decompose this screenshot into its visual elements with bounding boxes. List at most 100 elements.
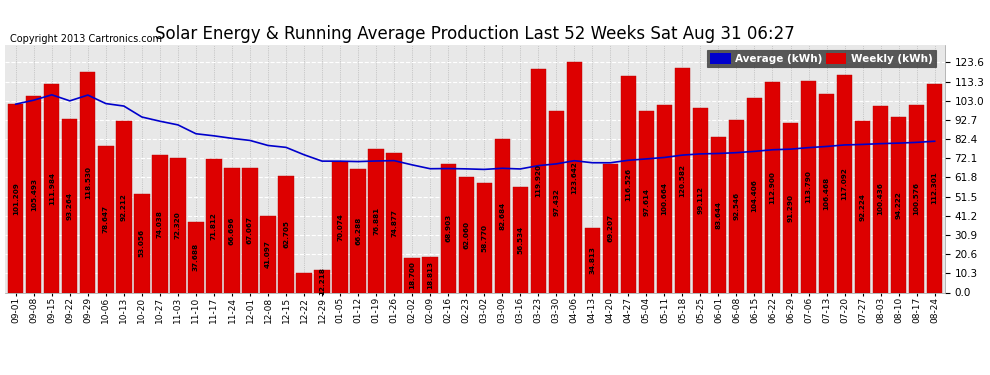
Bar (278, 176, 294, 292)
Text: 100.436: 100.436 (877, 183, 884, 216)
Text: 34.813: 34.813 (589, 246, 595, 274)
Bar (639, 111, 654, 292)
Bar (603, 164, 618, 292)
Text: 123.642: 123.642 (571, 161, 577, 194)
Text: Copyright 2013 Cartronics.com: Copyright 2013 Cartronics.com (10, 34, 162, 44)
Text: 82.684: 82.684 (499, 201, 505, 229)
Bar (8, 104, 24, 292)
Bar (819, 94, 835, 292)
Text: 71.812: 71.812 (211, 212, 217, 240)
Bar (531, 69, 545, 292)
Text: 92.224: 92.224 (859, 193, 865, 220)
Text: 113.790: 113.790 (806, 170, 812, 203)
Text: 62.060: 62.060 (463, 221, 469, 249)
Text: 92.546: 92.546 (734, 192, 740, 220)
Bar (135, 194, 149, 292)
Bar (315, 270, 330, 292)
Text: 72.320: 72.320 (175, 211, 181, 239)
Bar (152, 155, 167, 292)
Bar (801, 81, 816, 292)
Text: 12.218: 12.218 (319, 267, 325, 295)
Bar (513, 187, 528, 292)
Text: 37.688: 37.688 (193, 243, 199, 272)
Text: 119.920: 119.920 (536, 164, 542, 197)
Title: Solar Energy & Running Average Production Last 52 Weeks Sat Aug 31 06:27: Solar Energy & Running Average Productio… (155, 26, 795, 44)
Bar (476, 183, 492, 292)
Text: 18.813: 18.813 (427, 261, 434, 289)
Bar (441, 164, 455, 292)
Bar (621, 76, 636, 292)
Text: 78.647: 78.647 (103, 206, 109, 233)
Bar (243, 168, 257, 292)
Bar (260, 216, 275, 292)
Text: 118.530: 118.530 (85, 166, 91, 199)
Bar (350, 169, 365, 292)
Bar (405, 258, 420, 292)
Bar (206, 159, 222, 292)
Legend: Average (kWh), Weekly (kWh): Average (kWh), Weekly (kWh) (707, 50, 936, 68)
Text: 58.770: 58.770 (481, 224, 487, 252)
Bar (225, 168, 240, 292)
Text: 53.056: 53.056 (139, 229, 145, 257)
Bar (296, 273, 312, 292)
Text: 101.209: 101.209 (13, 182, 19, 215)
Bar (333, 162, 347, 292)
Bar (458, 177, 474, 292)
Text: 69.207: 69.207 (607, 214, 614, 242)
Text: 100.576: 100.576 (914, 182, 920, 215)
Text: 41.097: 41.097 (265, 240, 271, 268)
Bar (656, 105, 672, 292)
Bar (566, 62, 582, 292)
Bar (891, 117, 906, 292)
Bar (873, 106, 888, 292)
Bar (62, 119, 77, 292)
Text: 74.877: 74.877 (391, 209, 397, 237)
Text: 67.067: 67.067 (247, 216, 253, 244)
Text: 66.696: 66.696 (229, 216, 235, 244)
Text: 100.664: 100.664 (661, 182, 667, 215)
Bar (909, 105, 925, 292)
Text: 111.984: 111.984 (49, 172, 54, 205)
Text: 117.092: 117.092 (842, 167, 847, 200)
Bar (693, 108, 708, 292)
Bar (585, 228, 600, 292)
Bar (711, 137, 726, 292)
Text: 70.074: 70.074 (337, 213, 344, 241)
Bar (855, 121, 870, 292)
Bar (765, 82, 780, 292)
Bar (927, 84, 942, 292)
Bar (746, 98, 762, 292)
Text: 120.582: 120.582 (679, 164, 685, 197)
Text: 97.432: 97.432 (553, 188, 559, 216)
Bar (80, 72, 95, 292)
Bar (386, 153, 402, 292)
Bar (783, 123, 798, 292)
Text: 74.038: 74.038 (156, 210, 163, 237)
Bar (98, 146, 114, 292)
Text: 76.881: 76.881 (373, 207, 379, 235)
Bar (26, 96, 42, 292)
Bar (45, 84, 59, 292)
Bar (495, 139, 510, 292)
Text: 93.264: 93.264 (66, 192, 73, 220)
Text: 83.644: 83.644 (716, 201, 722, 229)
Text: 105.493: 105.493 (31, 178, 37, 211)
Text: 91.290: 91.290 (787, 194, 794, 222)
Text: 92.212: 92.212 (121, 193, 127, 220)
Bar (368, 149, 384, 292)
Bar (675, 68, 690, 292)
Text: 62.705: 62.705 (283, 220, 289, 248)
Text: 66.288: 66.288 (355, 217, 361, 245)
Bar (729, 120, 744, 292)
Text: 18.700: 18.700 (409, 261, 415, 289)
Bar (188, 222, 204, 292)
Text: 112.900: 112.900 (769, 171, 775, 204)
Bar (837, 75, 852, 292)
Text: 94.222: 94.222 (896, 191, 902, 219)
Bar (423, 258, 438, 292)
Text: 116.526: 116.526 (626, 168, 632, 201)
Text: 68.903: 68.903 (446, 214, 451, 243)
Text: 112.301: 112.301 (932, 172, 938, 204)
Bar (170, 158, 185, 292)
Bar (548, 111, 564, 292)
